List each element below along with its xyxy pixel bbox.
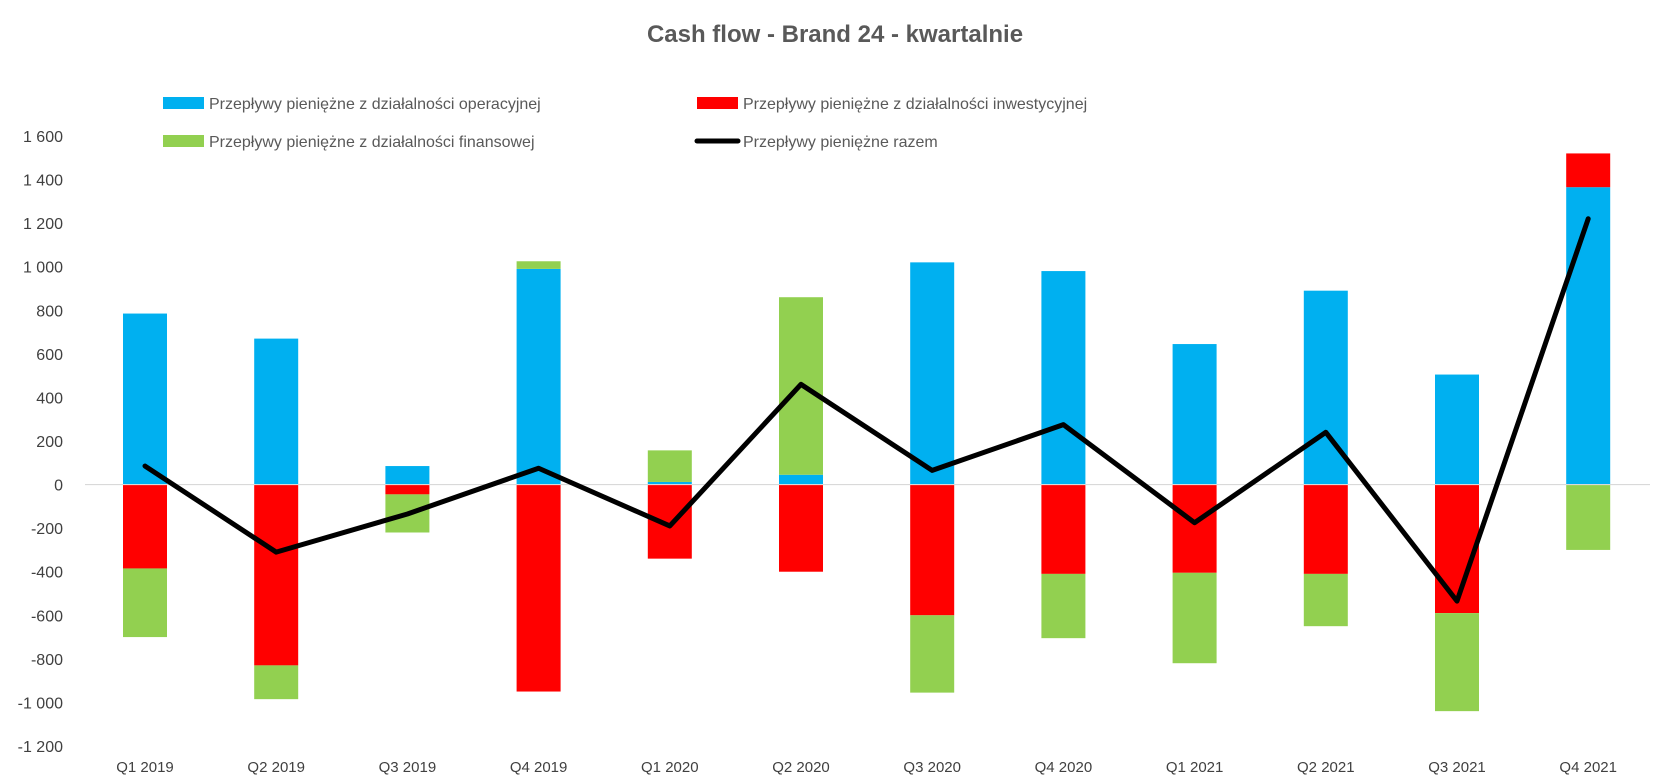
x-tick-label: Q3 2019 (379, 759, 437, 776)
x-tick-label: Q3 2020 (903, 759, 961, 776)
legend-item: Przepływy pieniężne z działalności inwes… (697, 96, 1087, 113)
x-tick-label: Q4 2020 (1035, 759, 1093, 776)
bar-financing-q2-2019 (254, 665, 299, 700)
legend-swatch (163, 97, 204, 109)
x-tick-label: Q1 2019 (116, 759, 174, 776)
x-tick-label: Q4 2021 (1559, 759, 1617, 776)
legend-label: Przepływy pieniężne z działalności finan… (209, 134, 535, 151)
bar-investing-q2-2021 (1303, 484, 1348, 574)
chart-title: Cash flow - Brand 24 - kwartalnie (647, 21, 1023, 48)
legend-item: Przepływy pieniężne razem (694, 134, 938, 151)
y-tick-label: 1 000 (23, 260, 63, 277)
legend: Przepływy pieniężne z działalności opera… (163, 96, 1087, 151)
bar-investing-q4-2019 (516, 484, 561, 692)
bar-operating-q1-2021 (1172, 344, 1217, 485)
bar-investing-q4-2020 (1041, 484, 1086, 574)
x-tick-label: Q2 2019 (247, 759, 305, 776)
bar-operating-q4-2021 (1566, 187, 1611, 485)
legend-item: Przepływy pieniężne z działalności finan… (163, 134, 535, 151)
x-tick-label: Q1 2021 (1166, 759, 1224, 776)
bar-investing-q3-2020 (910, 484, 955, 616)
bar-operating-q4-2019 (516, 268, 561, 485)
x-tick-label: Q3 2021 (1428, 759, 1486, 776)
bar-operating-q3-2019 (385, 466, 430, 485)
y-tick-label: -800 (31, 652, 63, 669)
bar-operating-q1-2019 (123, 313, 167, 485)
bar-investing-q1-2019 (123, 484, 167, 569)
legend-item: Przepływy pieniężne z działalności opera… (163, 96, 541, 113)
legend-swatch (697, 97, 738, 109)
bar-operating-q1-2020 (647, 481, 692, 485)
y-tick-label: -1 200 (18, 739, 63, 756)
bar-financing-q2-2021 (1303, 573, 1348, 627)
legend-label: Przepływy pieniężne z działalności inwes… (743, 96, 1087, 113)
x-tick-label: Q2 2020 (772, 759, 830, 776)
y-tick-label: 0 (54, 478, 63, 495)
legend-label: Przepływy pieniężne z działalności opera… (209, 96, 541, 113)
total-cash-flow-line (142, 216, 1591, 604)
bar-investing-q2-2019 (254, 484, 299, 666)
bar-operating-q2-2019 (254, 338, 299, 485)
bars (123, 153, 1611, 712)
bar-financing-q1-2020 (647, 450, 692, 482)
x-tick-label: Q1 2020 (641, 759, 699, 776)
y-tick-label: -400 (31, 565, 63, 582)
y-tick-label: 400 (36, 390, 63, 407)
x-axis: Q1 2019 Q2 2019 Q3 2019 Q4 2019 Q1 2020 Q2 20… (116, 759, 1617, 776)
bar-investing-q3-2019 (385, 484, 430, 495)
y-tick-label: -200 (31, 521, 63, 538)
total-line-series (142, 216, 1591, 604)
bar-financing-q3-2020 (910, 615, 955, 693)
legend-label: Przepływy pieniężne razem (743, 134, 938, 151)
y-axis: 1 600 1 400 1 200 1 000 800 600 400 200 0 -200 -40… (18, 129, 63, 756)
bar-financing-q4-2019 (516, 261, 561, 269)
bar-financing-q3-2021 (1435, 613, 1479, 712)
bar-financing-q1-2019 (123, 568, 167, 638)
bar-financing-q4-2021 (1566, 484, 1611, 550)
bar-financing-q4-2020 (1041, 573, 1086, 639)
y-tick-label: -600 (31, 608, 63, 625)
y-tick-label: 600 (36, 347, 63, 364)
y-tick-label: -1 000 (18, 695, 63, 712)
y-tick-label: 1 400 (23, 173, 63, 190)
bar-operating-q4-2020 (1041, 271, 1086, 485)
bar-operating-q3-2021 (1435, 374, 1479, 485)
y-tick-label: 1 600 (23, 129, 63, 146)
bar-investing-q3-2021 (1435, 484, 1479, 614)
bar-operating-q3-2020 (910, 262, 955, 485)
bar-investing-q4-2021 (1566, 153, 1611, 188)
bar-investing-q2-2020 (779, 484, 823, 572)
y-tick-label: 200 (36, 434, 63, 451)
y-tick-label: 800 (36, 303, 63, 320)
y-tick-label: 1 200 (23, 216, 63, 233)
x-tick-label: Q2 2021 (1297, 759, 1355, 776)
x-tick-label: Q4 2019 (510, 759, 568, 776)
bar-financing-q1-2021 (1172, 572, 1217, 664)
bar-investing-q1-2021 (1172, 484, 1217, 573)
bar-operating-q2-2020 (779, 474, 823, 485)
legend-swatch (163, 135, 204, 147)
